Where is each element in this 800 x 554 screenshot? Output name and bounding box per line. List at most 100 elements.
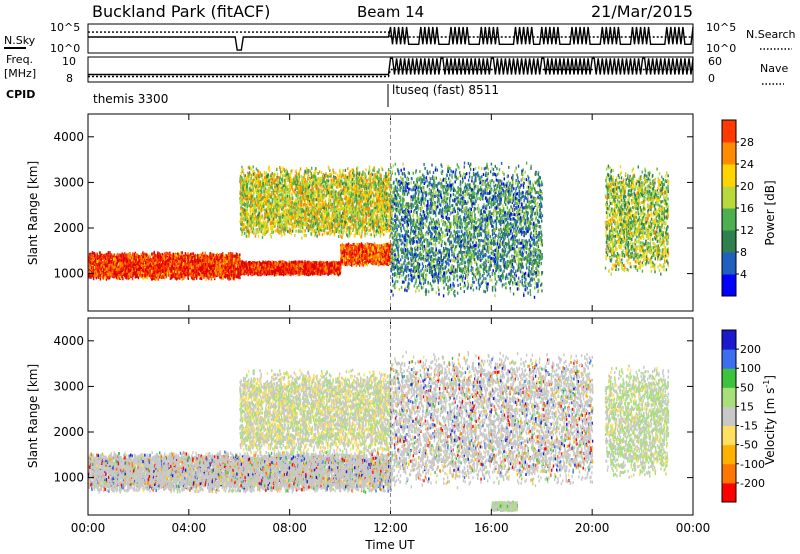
power-mark	[215, 272, 218, 276]
power-mark	[167, 251, 169, 255]
power-mark	[118, 262, 120, 266]
power-mark	[193, 273, 196, 277]
power-mark	[204, 262, 207, 266]
power-mark	[107, 269, 109, 273]
power-mark	[228, 266, 230, 270]
power-mark	[140, 259, 143, 263]
power-mark	[218, 255, 220, 259]
power-mark	[109, 251, 111, 255]
power-mark	[98, 259, 100, 263]
date-title: 21/Mar/2015	[591, 2, 693, 21]
power-mark	[224, 273, 226, 277]
power-mark	[213, 264, 216, 268]
power-mark	[215, 261, 218, 265]
power-mark	[222, 258, 225, 262]
power-mark	[152, 266, 154, 270]
power-mark	[89, 261, 92, 264]
power-mark	[100, 263, 102, 267]
power-mark	[220, 264, 223, 268]
power-mark	[227, 263, 230, 266]
power-mark	[151, 252, 153, 256]
nsearch-tick-top: 10^5	[706, 21, 736, 34]
nave-line	[88, 68, 693, 78]
power-mark	[140, 273, 142, 277]
power-mark	[227, 270, 230, 274]
power-mark	[194, 259, 197, 263]
power-mark	[180, 263, 182, 267]
power-mark	[161, 257, 163, 261]
power-mark	[140, 263, 143, 267]
power-mark	[121, 259, 123, 263]
power-mark	[184, 263, 186, 267]
power-mark	[191, 252, 193, 256]
power-mark	[120, 273, 123, 277]
power-mark	[191, 256, 193, 259]
power-mark	[93, 252, 96, 256]
power-mark	[231, 257, 233, 261]
power-mark	[92, 266, 94, 270]
power-mark	[180, 266, 182, 270]
power-mark	[123, 270, 126, 274]
freq-tick-top: 10	[62, 55, 76, 68]
power-mark	[201, 277, 203, 281]
power-mark	[103, 265, 105, 269]
power-mark	[91, 254, 93, 257]
power-mark	[174, 276, 176, 280]
power-mark	[129, 269, 132, 272]
power-mark	[132, 258, 134, 262]
power-mark	[217, 268, 219, 272]
power-mark	[91, 259, 93, 263]
power-mark	[239, 276, 241, 280]
power-mark	[227, 276, 229, 280]
power-mark	[187, 275, 189, 279]
power-mark	[189, 269, 191, 273]
power-mark	[209, 275, 212, 278]
power-mark	[166, 260, 168, 264]
power-mark	[132, 265, 134, 269]
power-mark	[209, 253, 211, 257]
power-mark	[135, 274, 137, 278]
power-mark	[230, 270, 233, 274]
power-mark	[155, 267, 157, 271]
power-mark	[115, 264, 118, 268]
power-mark	[170, 259, 172, 263]
power-mark	[144, 274, 146, 278]
power-mark	[207, 260, 210, 263]
power-mark	[133, 271, 135, 274]
power-mark	[92, 251, 94, 255]
power-mark	[230, 266, 232, 269]
power-mark	[178, 268, 180, 272]
power-mark	[178, 260, 180, 263]
power-mark	[201, 259, 204, 263]
power-mark	[145, 268, 147, 272]
power-mark	[118, 254, 120, 258]
power-mark	[114, 261, 116, 265]
power-mark	[174, 253, 176, 256]
power-mark	[188, 264, 190, 268]
power-mark	[106, 273, 108, 277]
power-mark	[181, 267, 184, 271]
power-mark	[174, 256, 176, 260]
power-mark	[151, 269, 153, 273]
power-mark	[125, 276, 127, 280]
nave-series	[88, 68, 693, 78]
power-mark	[153, 250, 155, 254]
power-mark	[91, 273, 93, 277]
nave-tick-top: 60	[708, 55, 722, 68]
power-mark	[127, 267, 130, 271]
power-mark	[210, 276, 213, 279]
power-mark	[119, 275, 122, 279]
power-mark	[156, 264, 159, 268]
power-mark	[113, 253, 116, 257]
power-mark	[218, 265, 221, 269]
power-mark	[198, 260, 200, 264]
power-mark	[138, 259, 140, 263]
power-mark	[127, 276, 130, 280]
power-mark	[135, 255, 137, 259]
power-mark	[130, 273, 133, 277]
power-mark	[95, 271, 98, 275]
power-mark	[127, 255, 129, 259]
power-mark	[212, 259, 214, 263]
power-mark	[108, 267, 111, 271]
